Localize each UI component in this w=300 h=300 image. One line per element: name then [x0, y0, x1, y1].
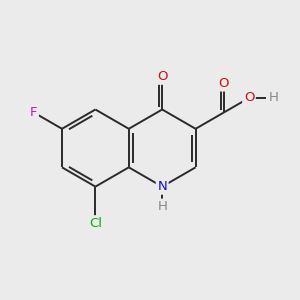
Text: F: F — [30, 106, 38, 119]
Text: Cl: Cl — [89, 217, 102, 230]
Text: H: H — [268, 92, 278, 104]
Text: O: O — [244, 92, 254, 104]
Text: H: H — [157, 200, 167, 213]
Text: N: N — [157, 180, 167, 193]
Text: O: O — [219, 77, 229, 90]
Text: O: O — [157, 70, 167, 83]
